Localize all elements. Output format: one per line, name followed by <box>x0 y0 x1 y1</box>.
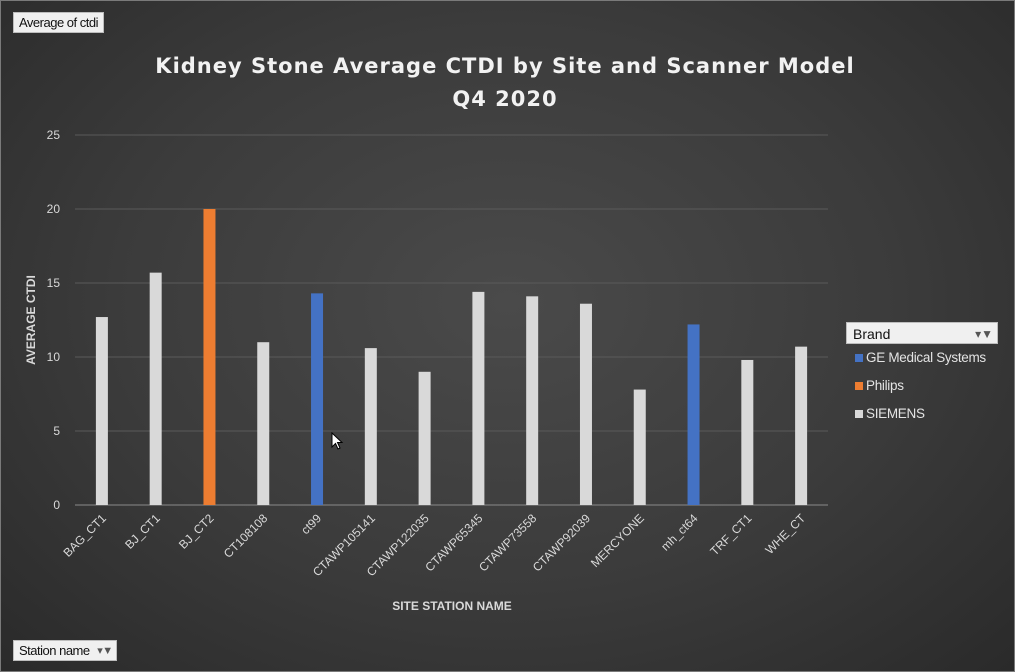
chart-subtitle: Q4 2020 <box>452 87 557 111</box>
y-tick-label: 5 <box>53 424 60 438</box>
y-tick-label: 15 <box>47 276 61 290</box>
x-tick-label: CTAWP92039 <box>530 511 593 574</box>
x-tick-label: BJ_CT1 <box>122 511 163 552</box>
y-axis-label: AVERAGE CTDI <box>24 275 38 365</box>
x-tick-label: BJ_CT2 <box>176 511 217 552</box>
legend: Brand ▾▼ GE Medical Systems Philips SIEM… <box>846 322 998 428</box>
bar-CTAWP92039[interactable] <box>579 303 592 505</box>
legend-swatch <box>855 410 863 418</box>
bar-MERCYONE[interactable] <box>633 389 646 505</box>
legend-filter-button[interactable]: Brand ▾▼ <box>846 322 998 344</box>
legend-item-philips: Philips <box>846 372 998 400</box>
chart-title: Kidney Stone Average CTDI by Site and Sc… <box>155 54 854 78</box>
x-tick-label: BAG_CT1 <box>60 511 109 560</box>
row-field-label: Station name <box>19 643 90 658</box>
value-field-label: Average of ctdi <box>19 15 98 30</box>
legend-item-ge: GE Medical Systems <box>846 344 998 372</box>
bar-CTAWP105141[interactable] <box>364 348 377 505</box>
legend-item-siemens: SIEMENS <box>846 400 998 428</box>
bar-TRF_CT1[interactable] <box>741 359 754 505</box>
legend-title: Brand <box>853 326 891 342</box>
bar-ct99[interactable] <box>311 293 324 505</box>
x-tick-label: MERCYONE <box>588 511 647 570</box>
legend-swatch <box>855 382 863 390</box>
x-tick-label: WHE_CT <box>762 511 808 557</box>
value-field-button[interactable]: Average of ctdi <box>13 12 104 33</box>
y-tick-label: 0 <box>53 498 60 512</box>
y-tick-label: 20 <box>47 202 61 216</box>
legend-swatch <box>855 354 863 362</box>
legend-label: SIEMENS <box>866 406 925 421</box>
bar-CTAWP65345[interactable] <box>472 291 485 505</box>
legend-label: GE Medical Systems <box>866 350 986 365</box>
filter-icon: ▾▼ <box>975 327 993 341</box>
bar-CTAWP122035[interactable] <box>418 371 431 505</box>
legend-label: Philips <box>866 378 904 393</box>
bar-CT108108[interactable] <box>257 342 270 505</box>
bar-CTAWP73558[interactable] <box>526 296 539 505</box>
bar-mh_ct64[interactable] <box>687 324 700 505</box>
y-tick-label: 25 <box>47 128 61 142</box>
bar-BJ_CT2[interactable] <box>203 209 216 505</box>
y-tick-label: 10 <box>47 350 61 364</box>
x-tick-label: mh_ct64 <box>658 511 701 554</box>
x-tick-label: ct99 <box>298 511 324 537</box>
row-field-button[interactable]: Station name ▾▼ <box>13 640 117 661</box>
filter-icon: ▾▼ <box>97 645 113 657</box>
bar-WHE_CT[interactable] <box>795 346 808 505</box>
x-axis-label: SITE STATION NAME <box>392 599 512 613</box>
x-tick-label: TRF_CT1 <box>707 511 754 558</box>
mouse-pointer-icon <box>331 432 344 450</box>
bar-BJ_CT1[interactable] <box>149 272 162 505</box>
bar-BAG_CT1[interactable] <box>95 317 108 505</box>
x-tick-label: CT108108 <box>221 511 271 561</box>
